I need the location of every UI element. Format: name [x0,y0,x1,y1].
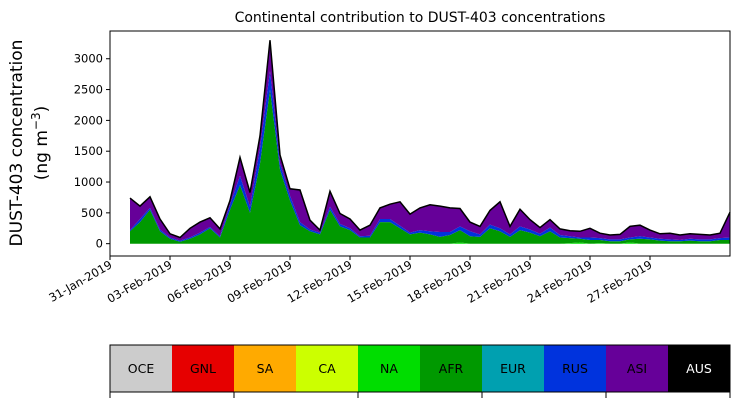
y-tick-label: 3000 [74,52,103,66]
legend-label-asi: ASI [627,361,647,376]
legend-label-oce: OCE [128,361,155,376]
legend-swatch-asi [606,345,668,392]
legend-label-afr: AFR [439,361,464,376]
legend-frame [109,344,731,393]
legend-swatch-sa [234,345,296,392]
legend-label-rus: RUS [562,361,588,376]
y-tick-label: 2000 [74,113,103,127]
legend-colorbar: OCE GNL SA CA NA AFR EUR RUS ASI AUS [109,344,731,398]
legend-label-aus: AUS [686,361,712,376]
legend-swatch-eur [482,345,544,392]
legend-swatch-ca [296,345,358,392]
x-tick-label: 27-Feb-2019 [585,257,655,305]
x-tick-label: 09-Feb-2019 [225,257,295,305]
legend-swatch-aus [668,345,730,392]
y-tick-label: 2500 [74,83,103,97]
y-axis-unit-superscript: −3 [29,112,43,130]
x-tick-label: 06-Feb-2019 [165,257,235,305]
x-tick-label: 03-Feb-2019 [105,257,175,305]
x-tick-label: 15-Feb-2019 [345,257,415,305]
chart-title: Continental contribution to DUST-403 con… [235,10,606,26]
x-tick-label: 21-Feb-2019 [465,257,535,305]
legend-label-eur: EUR [500,361,526,376]
y-axis-unit-suffix: ) [32,106,52,113]
x-tick-label: 24-Feb-2019 [525,257,595,305]
legend-swatch-oce [110,345,172,392]
plot-frame [109,30,731,257]
x-tick-label: 18-Feb-2019 [405,257,475,305]
legend-label-na: NA [380,361,398,376]
legend-label-gnl: GNL [190,361,216,376]
y-tick-label: 1500 [74,144,103,158]
x-tick-label: 31-Jan-2019 [46,257,114,304]
area-afr [130,89,730,244]
y-axis-unit-prefix: (ng m [32,130,52,180]
y-tick-label: 0 [96,237,103,251]
total-concentration-line [129,40,731,239]
legend-swatch-rus [544,345,606,392]
stacked-areas [130,40,730,244]
y-axis-unit-label: (ng m−3) [29,106,52,181]
x-axis-ticks: 31-Jan-201903-Feb-201906-Feb-201909-Feb-… [46,256,655,306]
legend-label-sa: SA [257,361,274,376]
legend-swatch-afr [420,345,482,392]
area-asi [130,40,730,241]
y-axis-ticks: 0 500 1000 1500 2000 2500 3000 [74,52,110,251]
y-axis-label: DUST-403 concentration [7,40,27,247]
legend-label-ca: CA [318,361,336,376]
y-tick-label: 1000 [74,175,103,189]
legend-swatch-gnl [172,345,234,392]
area-na [130,242,730,244]
legend-swatch-na [358,345,420,392]
y-tick-label: 500 [81,206,103,220]
x-tick-label: 12-Feb-2019 [285,257,355,305]
